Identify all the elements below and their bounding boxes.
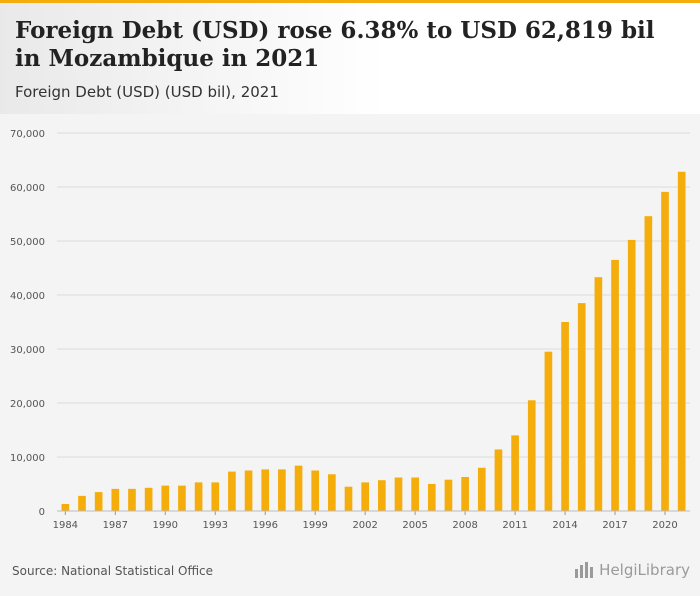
bar — [244, 470, 253, 511]
bar — [461, 476, 469, 511]
helgi-library-logo: HelgiLibrary — [575, 561, 690, 579]
y-tick-label: 10,000 — [10, 453, 45, 464]
bar — [494, 449, 503, 511]
bar — [594, 277, 603, 511]
x-tick-label: 1993 — [203, 520, 228, 531]
x-tick-label: 1987 — [103, 520, 128, 531]
bar — [644, 216, 653, 511]
x-tick-label: 2020 — [652, 520, 677, 531]
x-tick-label: 1996 — [252, 520, 277, 531]
library-icon — [575, 562, 595, 578]
x-tick-label: 1984 — [53, 520, 78, 531]
bar — [278, 469, 286, 511]
chart-subtitle: Foreign Debt (USD) (USD bil), 2021 — [15, 83, 279, 101]
bar — [328, 474, 336, 511]
bar — [344, 486, 353, 511]
bar — [527, 400, 536, 511]
x-tick-label: 2017 — [602, 520, 627, 531]
bar — [577, 303, 586, 511]
x-tick-label: 2005 — [402, 520, 427, 531]
x-tick-label: 2008 — [452, 520, 477, 531]
bar — [311, 470, 320, 511]
bar — [477, 467, 486, 511]
bar — [144, 487, 153, 511]
x-tick-label: 1990 — [153, 520, 178, 531]
bar — [111, 488, 120, 511]
bar — [511, 435, 519, 511]
x-tick-label: 1999 — [302, 520, 327, 531]
y-tick-label: 0 — [39, 507, 45, 518]
chart-title: Foreign Debt (USD) rose 6.38% to USD 62,… — [15, 17, 655, 72]
logo-text: HelgiLibrary — [599, 561, 690, 579]
bar — [661, 191, 669, 512]
bar — [61, 503, 70, 511]
x-tick-label: 2014 — [552, 520, 577, 531]
x-tick-label: 2002 — [352, 520, 377, 531]
bar — [544, 351, 553, 511]
y-tick-label: 20,000 — [10, 399, 45, 410]
bar — [94, 492, 103, 511]
y-tick-label: 30,000 — [10, 345, 45, 356]
header: Foreign Debt (USD) rose 6.38% to USD 62,… — [0, 3, 700, 114]
bar — [444, 479, 453, 511]
accent-bar — [0, 0, 700, 3]
bar — [211, 482, 220, 511]
bar — [677, 171, 686, 511]
y-tick-label: 50,000 — [10, 237, 45, 248]
bar — [411, 477, 419, 511]
source-note: Source: National Statistical Office — [12, 564, 214, 578]
y-tick-label: 70,000 — [10, 129, 45, 140]
y-tick-label: 40,000 — [10, 291, 45, 302]
bar — [427, 484, 436, 511]
bar — [611, 259, 619, 511]
bar — [627, 239, 636, 512]
bar-chart: 0 10,000 20,000 30,000 40,000 50,000 60,000 70,… — [10, 129, 690, 531]
bar — [377, 480, 386, 511]
bar — [128, 488, 136, 511]
bar — [194, 482, 203, 511]
bar — [261, 469, 270, 511]
bar — [361, 482, 370, 511]
bar — [78, 495, 86, 511]
x-tick-label: 2011 — [502, 520, 527, 531]
bar — [228, 471, 236, 511]
bar — [394, 477, 403, 511]
bar — [178, 485, 186, 511]
bar — [161, 485, 170, 511]
bar — [561, 322, 569, 511]
y-tick-label: 60,000 — [10, 183, 45, 194]
bar — [294, 465, 303, 511]
